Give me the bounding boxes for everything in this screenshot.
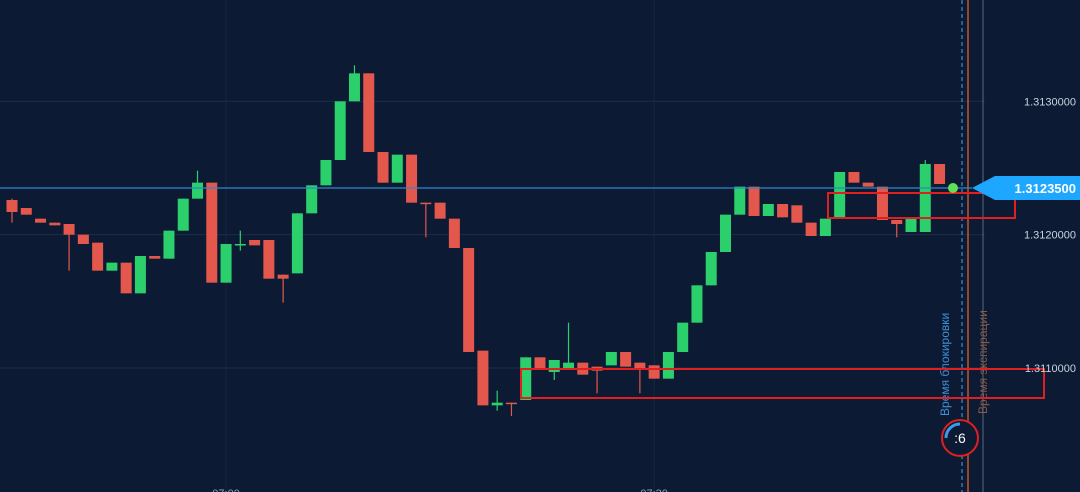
candle-body bbox=[491, 402, 503, 406]
candle-body bbox=[662, 352, 674, 379]
candle-body bbox=[363, 73, 375, 152]
candle-body bbox=[391, 154, 403, 183]
candle-body bbox=[520, 357, 532, 400]
candle-body bbox=[805, 222, 817, 236]
candle-body bbox=[306, 185, 318, 214]
candle-body bbox=[919, 164, 931, 232]
candle-body bbox=[106, 262, 118, 271]
candle-body bbox=[6, 200, 18, 212]
candle-body bbox=[605, 352, 617, 366]
candle-body bbox=[762, 204, 774, 216]
timer-text: :6 bbox=[954, 430, 966, 446]
candle-body bbox=[92, 242, 104, 271]
candle-body bbox=[705, 252, 717, 286]
candle-body bbox=[534, 357, 546, 370]
candle-body bbox=[35, 218, 47, 223]
candle-body bbox=[891, 220, 903, 224]
candle-body bbox=[163, 230, 175, 259]
candle-body bbox=[263, 240, 275, 279]
candle-body bbox=[406, 154, 418, 203]
candle-body bbox=[120, 262, 132, 294]
candle-body bbox=[192, 182, 204, 199]
candle-body bbox=[420, 202, 432, 205]
candle-body bbox=[548, 360, 560, 372]
candle-body bbox=[748, 186, 760, 216]
candle-body bbox=[49, 222, 61, 226]
candle-body bbox=[234, 244, 246, 246]
timer: :6 bbox=[941, 419, 979, 457]
candle-body bbox=[348, 73, 360, 102]
candle-body bbox=[334, 101, 346, 160]
candle-body bbox=[320, 160, 332, 186]
candle-body bbox=[177, 198, 189, 231]
candle-body bbox=[20, 208, 32, 215]
candle-body bbox=[277, 274, 289, 279]
candle-body bbox=[648, 365, 660, 379]
candle-body bbox=[876, 186, 888, 220]
candle-body bbox=[63, 224, 75, 235]
candle-body bbox=[862, 182, 874, 187]
candle-body bbox=[291, 213, 303, 274]
candle-body bbox=[220, 244, 232, 283]
candle-body bbox=[206, 182, 218, 283]
y-tick-label: 1.3110000 bbox=[1025, 363, 1076, 375]
highlight-box bbox=[520, 368, 1045, 399]
candle-body bbox=[463, 248, 475, 352]
candle-body bbox=[448, 218, 460, 248]
highlight-box bbox=[827, 192, 1016, 219]
current-price-label: 1.3123500 bbox=[1015, 181, 1076, 196]
candle-body bbox=[434, 202, 446, 219]
candle-body bbox=[677, 322, 689, 352]
candle-body bbox=[249, 240, 261, 246]
candle-body bbox=[834, 172, 846, 219]
candle-body bbox=[149, 256, 161, 259]
candle-body bbox=[620, 352, 632, 367]
current-price-dot bbox=[948, 183, 958, 193]
candle-body bbox=[77, 234, 89, 244]
expiry-time-label: Время экспирации bbox=[976, 310, 990, 414]
candle-body bbox=[377, 152, 389, 183]
candle-body bbox=[905, 218, 917, 232]
x-tick-label: 07:00 bbox=[212, 488, 240, 492]
candle-body bbox=[819, 218, 831, 236]
candle-body bbox=[477, 350, 489, 406]
x-tick-label: 07:30 bbox=[640, 488, 668, 492]
timer-progress bbox=[944, 422, 961, 439]
candle-body bbox=[720, 214, 731, 252]
candle-body bbox=[734, 186, 746, 215]
lock-time-label: Время блокировки bbox=[938, 313, 952, 416]
candle-body bbox=[777, 204, 789, 218]
candle-body bbox=[134, 256, 146, 294]
candle-body bbox=[934, 164, 946, 184]
candle-body bbox=[791, 205, 803, 223]
candle-body bbox=[634, 362, 646, 368]
current-price-tag bbox=[972, 176, 1080, 200]
candle-body bbox=[691, 285, 703, 323]
candle-body bbox=[848, 172, 860, 183]
candles-layer bbox=[6, 65, 946, 416]
candle-body bbox=[505, 402, 517, 405]
y-tick-label: 1.3130000 bbox=[1024, 96, 1076, 108]
y-tick-label: 1.3120000 bbox=[1024, 230, 1076, 242]
candle-body bbox=[563, 362, 575, 370]
